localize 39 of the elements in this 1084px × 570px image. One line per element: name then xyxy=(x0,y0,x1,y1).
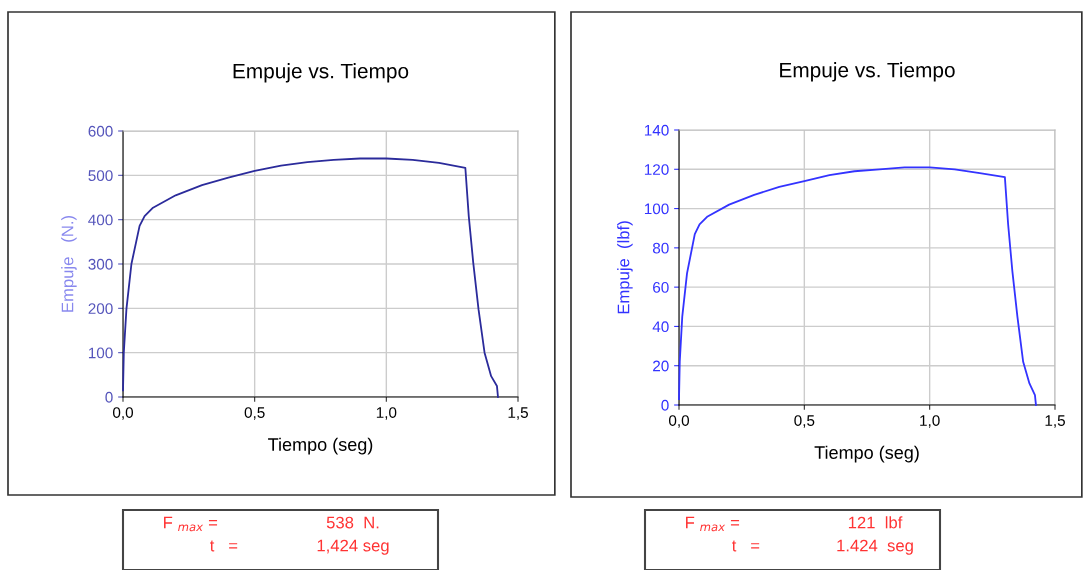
y-tick-label: 20 xyxy=(653,360,669,372)
line-series xyxy=(122,157,499,398)
x-tick-label: 0,5 xyxy=(794,415,815,428)
text: F $_{max}$ = xyxy=(164,516,218,532)
y-tick-label: 0 xyxy=(105,391,113,403)
text: t = xyxy=(210,540,238,552)
chart-title: Empuje vs. Tiempo xyxy=(233,63,409,83)
x-tick-label: 1,0 xyxy=(376,407,397,420)
x-axis-title: Tiempo (seg) xyxy=(268,437,373,455)
x-tick-label: 1,5 xyxy=(508,407,528,420)
y-tick-label: 600 xyxy=(88,125,113,137)
line-series xyxy=(678,166,1037,406)
text: 1,424 seg xyxy=(317,539,389,555)
y-tick-label: 0 xyxy=(661,399,669,411)
y-tick-label: 400 xyxy=(88,214,113,226)
x-tick-label: 1,5 xyxy=(1045,415,1065,428)
x-tick-label: 1,0 xyxy=(920,415,940,428)
y-tick-label: 140 xyxy=(644,124,669,136)
y-tick-label: 300 xyxy=(88,258,113,270)
y-tick-label: 40 xyxy=(652,321,669,333)
text: F $_{max}$ = xyxy=(686,516,740,532)
y-axis-title: Empuje (lbf) xyxy=(617,221,633,314)
y-tick-label: 120 xyxy=(644,164,669,175)
y-tick-label: 500 xyxy=(88,170,113,182)
y-tick-label: 60 xyxy=(653,282,669,293)
x-tick-label: 0,5 xyxy=(244,407,265,420)
text: 1.424 seg xyxy=(837,539,913,555)
text: t = xyxy=(732,540,760,552)
text: 538 N. xyxy=(326,516,379,529)
y-tick-label: 80 xyxy=(652,242,669,254)
chart-title: Empuje vs. Tiempo xyxy=(780,62,955,82)
y-tick-label: 100 xyxy=(644,203,669,215)
x-tick-label: 0,0 xyxy=(668,415,690,428)
x-tick-label: 0,0 xyxy=(112,407,134,420)
y-axis-title: Empuje (N.) xyxy=(61,215,77,312)
y-tick-label: 100 xyxy=(88,347,113,359)
y-tick-label: 200 xyxy=(88,303,113,315)
text: 121 lbf xyxy=(848,516,903,529)
x-axis-title: Tiempo (seg) xyxy=(814,445,919,463)
